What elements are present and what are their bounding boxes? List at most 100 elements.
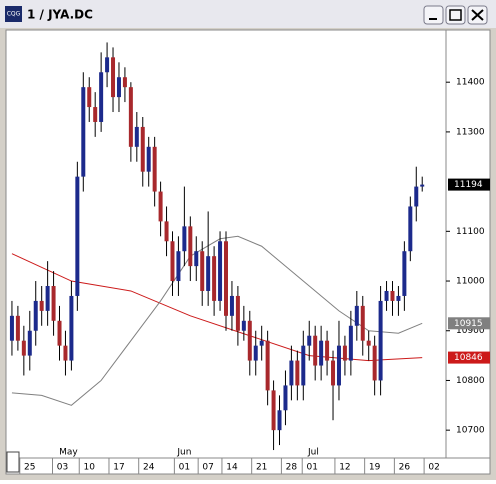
candle-body (229, 295, 234, 316)
candle-body (134, 126, 139, 147)
candle-body (9, 315, 14, 341)
candle-body (289, 360, 294, 386)
candle-body (39, 300, 44, 311)
candle-body (45, 286, 50, 311)
candle-body (408, 206, 413, 252)
candle-body (241, 320, 246, 331)
last-value-box (448, 351, 490, 364)
candle-body (158, 191, 163, 222)
x-tick-label: 10 (84, 463, 96, 473)
candle-body (176, 251, 181, 282)
x-tick-label: 01 (306, 463, 317, 473)
candle-body (301, 345, 306, 386)
x-tick-label: 25 (24, 463, 35, 473)
candle-body (313, 335, 318, 366)
scroll-box[interactable] (6, 451, 20, 473)
x-tick-label: 28 (286, 463, 298, 473)
candle-body (81, 87, 86, 177)
candle-body (253, 345, 258, 361)
candle-body (384, 290, 389, 301)
candle-body (105, 57, 110, 73)
y-tick-label: 11400 (456, 78, 485, 88)
candle-body (372, 345, 377, 381)
y-tick-label: 10800 (456, 376, 485, 386)
x-tick-label: 03 (57, 463, 68, 473)
chart-area (5, 29, 491, 475)
candle-body (188, 226, 193, 267)
candle-body (194, 251, 199, 267)
last-value-box (448, 178, 490, 191)
x-tick-label: 17 (113, 463, 124, 473)
minimize-button[interactable] (423, 5, 444, 25)
last-value-label: 10846 (454, 353, 483, 363)
x-tick-label: 07 (202, 463, 213, 473)
candle-body (366, 340, 371, 346)
candle-body (283, 385, 288, 411)
x-tick-label: 24 (143, 463, 155, 473)
app-icon-text: CQG (7, 11, 21, 18)
candle-body (57, 320, 62, 346)
month-label: Jul (307, 448, 319, 458)
candle-body (69, 295, 74, 361)
moving-average (11, 253, 423, 362)
candle-body (152, 146, 157, 192)
candle-body (235, 295, 240, 331)
candle-body (116, 77, 121, 98)
candle-body (259, 340, 264, 346)
x-tick-label: 12 (339, 463, 350, 473)
candle-body (99, 72, 104, 122)
last-value-box (448, 317, 490, 330)
candle-body (307, 335, 312, 346)
candle-body (21, 340, 26, 356)
candle-body (390, 290, 395, 301)
x-tick-label: 01 (179, 463, 190, 473)
candle-body (111, 57, 116, 98)
candle-body (146, 146, 151, 172)
y-tick-label: 10700 (456, 426, 485, 436)
month-label: Jun (176, 448, 191, 458)
window-title: 1 / JYA.DC (27, 8, 93, 22)
candle-body (378, 300, 383, 381)
last-value-label: 11194 (454, 180, 483, 190)
candle-body (128, 87, 133, 147)
maximize-button[interactable] (445, 5, 466, 25)
y-tick-label: 10900 (456, 326, 485, 336)
candle-body (87, 87, 92, 108)
candle-body (140, 126, 145, 172)
candle-body (200, 251, 205, 291)
y-tick-label: 11300 (456, 127, 485, 137)
candle-body (265, 340, 270, 391)
close-button[interactable] (467, 5, 488, 25)
x-tick-label: 21 (256, 463, 267, 473)
candle-body (331, 360, 336, 386)
candle-body (122, 77, 127, 88)
candle-body (75, 176, 80, 296)
app-icon (5, 6, 22, 22)
candle-body (348, 325, 353, 361)
y-tick-label: 11000 (456, 277, 485, 287)
candle-body (27, 330, 32, 356)
candle-body (15, 315, 20, 341)
candle-body (325, 340, 330, 361)
candle-body (414, 186, 419, 207)
candle-body (354, 305, 359, 326)
candle-body (93, 107, 98, 122)
last-value-label: 10915 (454, 319, 483, 329)
title-bar (0, 0, 496, 28)
y-tick-label: 11100 (456, 227, 485, 237)
x-tick-label: 26 (399, 463, 411, 473)
candle-body (164, 221, 169, 242)
candle-body (277, 410, 282, 431)
x-tick-label: 19 (369, 463, 381, 473)
x-tick-label: 02 (428, 463, 439, 473)
month-label: May (59, 448, 78, 458)
candle-body (33, 300, 38, 331)
candle-body (212, 256, 217, 301)
moving-average (11, 235, 423, 406)
candle-body (319, 340, 324, 366)
candle-body (206, 256, 211, 291)
candle-body (420, 184, 425, 187)
candle-body (336, 345, 341, 386)
candle-body (63, 345, 68, 361)
